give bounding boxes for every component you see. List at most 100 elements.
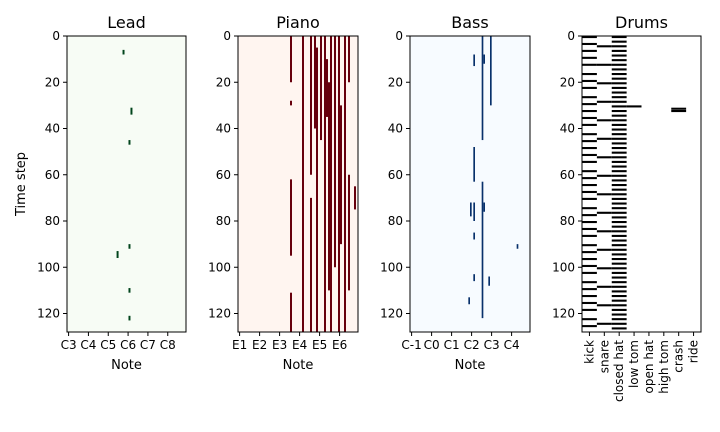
x-tick-label: kick xyxy=(582,340,596,364)
note-mark xyxy=(473,232,475,240)
x-tick-label: crash xyxy=(672,340,686,373)
drum-hit xyxy=(596,267,612,270)
drum-hit xyxy=(611,318,627,321)
x-tick-label: C1 xyxy=(444,338,460,352)
drum-hit xyxy=(611,54,627,57)
drum-hit xyxy=(611,36,627,39)
drum-hit xyxy=(611,234,627,237)
x-tick-label: E1 xyxy=(232,338,247,352)
drum-hit xyxy=(582,214,597,217)
x-tick-label: C0 xyxy=(424,338,440,352)
drum-hit xyxy=(596,285,612,288)
panel-title: Lead xyxy=(107,13,145,32)
x-tick-label: C4 xyxy=(80,338,96,352)
drum-hit xyxy=(611,96,627,99)
drum-hit xyxy=(611,313,627,316)
drum-hit xyxy=(596,156,612,159)
note-mark xyxy=(326,59,328,117)
note-mark xyxy=(290,292,292,332)
drum-hit xyxy=(596,137,612,140)
drum-hit xyxy=(626,105,642,108)
panel-background xyxy=(582,36,701,332)
drum-hit xyxy=(582,79,597,83)
y-tick-label: 40 xyxy=(216,122,231,136)
drum-hit xyxy=(596,230,612,233)
drum-hit xyxy=(611,68,627,71)
drum-hit xyxy=(611,137,627,140)
drum-hit xyxy=(611,40,627,43)
y-tick-label: 0 xyxy=(395,29,403,43)
panel-background xyxy=(410,36,530,332)
drum-hit xyxy=(611,82,627,85)
x-tick-label: E4 xyxy=(292,338,307,352)
drum-hit xyxy=(582,73,597,76)
drum-hit xyxy=(582,96,597,99)
note-mark xyxy=(130,107,133,115)
note-mark xyxy=(483,54,485,64)
drum-hit xyxy=(611,239,627,242)
y-tick-label: 120 xyxy=(552,307,575,321)
note-mark xyxy=(128,244,131,249)
drum-hit xyxy=(582,295,597,298)
drum-hit xyxy=(582,170,597,173)
drum-hit xyxy=(582,153,597,157)
note-mark xyxy=(128,315,131,321)
note-mark xyxy=(116,251,119,258)
drum-hit xyxy=(582,288,597,291)
x-tick-label: C5 xyxy=(100,338,116,352)
note-mark xyxy=(473,202,475,221)
drum-hit xyxy=(582,63,597,66)
note-mark xyxy=(483,202,485,212)
drum-hit xyxy=(582,197,597,200)
drum-hit xyxy=(611,299,627,302)
x-tick-label: open hat xyxy=(642,340,656,394)
note-mark xyxy=(316,47,318,332)
drum-hit xyxy=(611,281,627,284)
x-tick-label: C-1 xyxy=(401,338,421,352)
note-mark xyxy=(334,36,336,268)
note-mark xyxy=(488,276,490,286)
y-tick-label: 80 xyxy=(45,214,60,228)
drum-hit xyxy=(611,308,627,311)
x-tick-label: C3 xyxy=(484,338,500,352)
drum-hit xyxy=(611,322,627,325)
note-mark xyxy=(290,179,292,256)
drum-hit xyxy=(582,177,597,180)
note-mark xyxy=(330,36,332,332)
drum-hit xyxy=(611,197,627,200)
drum-hit xyxy=(596,304,612,307)
drum-hit xyxy=(596,45,612,48)
x-tick-label: closed hat xyxy=(612,340,626,402)
drum-hit xyxy=(582,123,597,126)
note-mark xyxy=(473,274,475,282)
drum-hit xyxy=(582,227,597,231)
drum-hit xyxy=(611,49,627,52)
y-tick-label: 80 xyxy=(388,214,403,228)
drum-hit xyxy=(582,325,597,328)
drum-hit xyxy=(582,221,597,224)
drum-hit xyxy=(582,36,597,39)
drum-hit xyxy=(611,202,627,205)
y-tick-label: 120 xyxy=(380,307,403,321)
y-tick-label: 40 xyxy=(560,122,575,136)
note-mark xyxy=(340,105,342,245)
drum-hit xyxy=(671,110,687,113)
y-tick-label: 0 xyxy=(223,29,231,43)
note-mark xyxy=(473,147,475,182)
note-mark xyxy=(290,36,292,83)
drum-hit xyxy=(596,100,612,103)
note-mark xyxy=(128,140,131,145)
drum-hit xyxy=(611,151,627,154)
x-tick-label: C2 xyxy=(464,338,480,352)
drum-hit xyxy=(582,281,597,284)
y-tick-label: 120 xyxy=(37,307,60,321)
note-mark xyxy=(310,197,312,332)
drum-hit xyxy=(611,258,627,261)
x-tick-label: E2 xyxy=(252,338,267,352)
y-tick-label: 80 xyxy=(216,214,231,228)
x-tick-label: C6 xyxy=(120,338,136,352)
note-mark xyxy=(481,181,484,319)
x-tick-label: C3 xyxy=(61,338,77,352)
drum-hit xyxy=(611,114,627,117)
drum-hit xyxy=(611,179,627,182)
